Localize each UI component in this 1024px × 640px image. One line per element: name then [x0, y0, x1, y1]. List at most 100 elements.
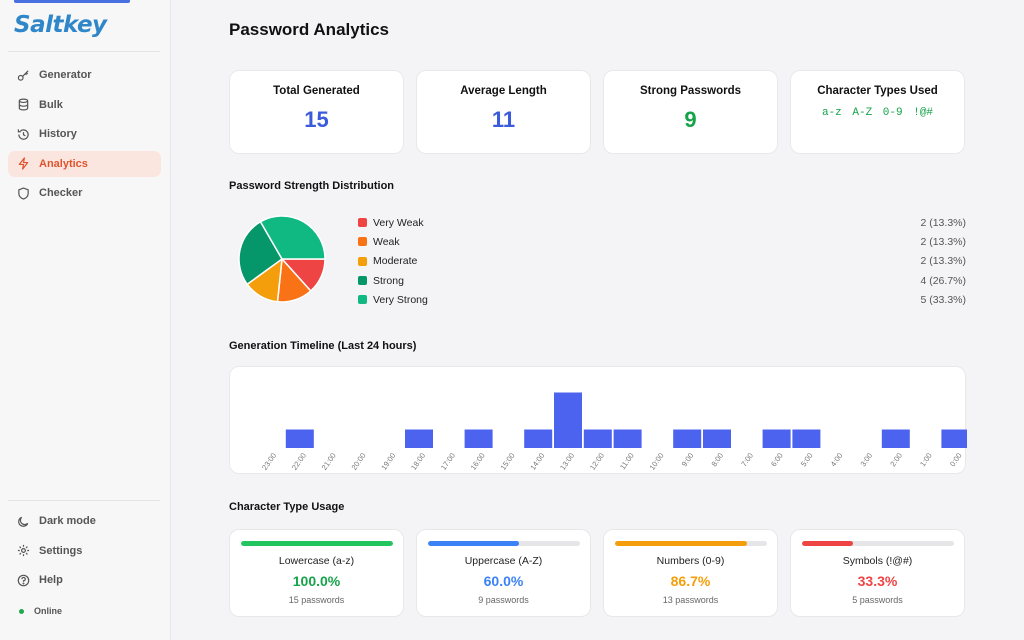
char-type: A-Z	[852, 107, 873, 119]
usage-percent: 100.0%	[292, 573, 341, 589]
legend-row: Very Strong 5 (33.3%)	[358, 290, 966, 309]
legend-label: Very Weak	[373, 216, 424, 229]
timeline-tick-label: 1:00	[918, 451, 934, 468]
legend-value: 2 (13.3%)	[920, 255, 966, 268]
stat-label: Strong Passwords	[640, 85, 741, 97]
timeline-bar	[941, 429, 967, 448]
sidebar-item-help[interactable]: Help	[8, 567, 161, 593]
top-accent-bar	[14, 0, 130, 3]
usage-label: Symbols (!@#)	[842, 555, 913, 567]
legend-value: 5 (33.3%)	[920, 293, 966, 306]
status-indicator: Online	[19, 606, 62, 616]
timeline-section-title: Generation Timeline (Last 24 hours)	[229, 340, 417, 352]
timeline-tick-label: 10:00	[647, 451, 665, 472]
pie-slice-strong	[238, 220, 283, 286]
legend-label: Very Strong	[373, 293, 428, 306]
usage-card-uppercase: Uppercase (A-Z) 60.0% 9 passwords	[416, 529, 591, 617]
timeline-tick-label: 14:00	[528, 451, 546, 472]
timeline-tick-label: 13:00	[558, 451, 576, 472]
stat-value: 11	[491, 107, 516, 132]
legend-swatch	[358, 256, 367, 266]
stat-card-average-length: Average Length 11	[416, 70, 591, 154]
status-dot	[19, 608, 24, 614]
timeline-bar	[881, 429, 910, 448]
sidebar-item-history[interactable]: History	[8, 121, 161, 147]
strength-pie-chart	[238, 215, 326, 303]
legend-swatch	[358, 218, 367, 228]
divider	[8, 500, 160, 501]
sidebar-item-generator[interactable]: Generator	[8, 62, 161, 88]
usage-progress-track	[241, 541, 393, 546]
usage-label: Uppercase (A-Z)	[464, 555, 543, 567]
stat-card-strong: Strong Passwords 9	[603, 70, 778, 154]
sidebar: Saltkey Generator Bulk History Analytics	[0, 0, 171, 640]
legend-row: Strong 4 (26.7%)	[358, 271, 966, 290]
usage-percent: 60.0%	[483, 573, 524, 589]
sidebar-item-label: Checker	[39, 187, 83, 199]
legend-swatch	[358, 276, 367, 286]
usage-count: 5 passwords	[852, 595, 903, 605]
legend-row: Weak 2 (13.3%)	[358, 232, 966, 251]
sidebar-nav: Generator Bulk History Analytics Checker	[8, 62, 161, 210]
sidebar-item-label: History	[39, 128, 77, 140]
timeline-tick-label: 20:00	[349, 451, 367, 472]
char-type: 0-9	[882, 107, 903, 119]
usage-progress-fill	[241, 541, 393, 546]
timeline-bar	[583, 429, 612, 448]
strength-section-title: Password Strength Distribution	[229, 180, 395, 192]
timeline-bar	[464, 429, 493, 448]
sidebar-item-settings[interactable]: Settings	[8, 538, 161, 564]
legend-label: Moderate	[373, 255, 418, 268]
char-type: a-z	[821, 107, 842, 119]
usage-progress-track	[428, 541, 580, 546]
legend-row: Very Weak 2 (13.3%)	[358, 213, 966, 232]
timeline-tick-label: 7:00	[739, 451, 755, 468]
timeline-tick-label: 15:00	[498, 451, 516, 472]
timeline-tick-label: 4:00	[829, 451, 845, 468]
timeline-tick-label: 11:00	[618, 451, 636, 471]
timeline-tick-label: 17:00	[439, 451, 457, 472]
timeline-tick-label: 12:00	[588, 451, 606, 472]
strength-legend: Very Weak 2 (13.3%) Weak 2 (13.3%) Moderate 2…	[358, 213, 966, 309]
sidebar-item-bulk[interactable]: Bulk	[8, 92, 161, 118]
usage-progress-fill	[802, 541, 853, 546]
timeline-bar	[524, 429, 553, 448]
app-logo[interactable]: Saltkey	[14, 12, 107, 38]
sidebar-item-label: Analytics	[39, 157, 88, 170]
stat-card-total: Total Generated 15	[229, 70, 404, 154]
legend-label: Weak	[373, 235, 400, 248]
usage-percent: 33.3%	[857, 573, 898, 589]
stat-label: Average Length	[460, 85, 547, 97]
history-icon	[17, 128, 30, 141]
usage-label: Numbers (0-9)	[656, 555, 725, 567]
page-title: Password Analytics	[229, 20, 389, 39]
sidebar-item-label: Help	[39, 574, 63, 586]
sidebar-item-label: Dark mode	[39, 515, 96, 527]
legend-swatch	[358, 295, 367, 305]
timeline-bar	[673, 429, 702, 448]
usage-count: 15 passwords	[288, 595, 345, 605]
usage-section-title: Character Type Usage	[229, 501, 345, 513]
help-icon	[17, 574, 30, 587]
usage-count: 9 passwords	[478, 595, 529, 605]
timeline-tick-label: 0:00	[948, 451, 964, 468]
status-label: Online	[34, 606, 63, 616]
sidebar-item-analytics[interactable]: Analytics	[8, 150, 161, 177]
timeline-tick-label: 6:00	[769, 451, 785, 468]
dark-mode-toggle[interactable]: Dark mode	[8, 508, 161, 534]
sidebar-item-checker[interactable]: Checker	[8, 180, 161, 206]
usage-card-numbers: Numbers (0-9) 86.7% 13 passwords	[603, 529, 778, 617]
timeline-tick-label: 3:00	[858, 451, 874, 468]
pie-slice-very-strong	[259, 215, 326, 260]
pie-svg	[238, 215, 326, 303]
timeline-tick-label: 8:00	[709, 451, 725, 468]
timeline-tick-label: 22:00	[290, 451, 308, 472]
stat-label: Total Generated	[273, 85, 360, 97]
timeline-bar	[703, 429, 731, 448]
timeline-bar	[554, 392, 582, 448]
database-icon	[17, 98, 30, 111]
timeline-bar	[405, 429, 433, 448]
gear-icon	[17, 544, 30, 557]
divider	[8, 51, 160, 52]
timeline-bar	[762, 429, 791, 448]
